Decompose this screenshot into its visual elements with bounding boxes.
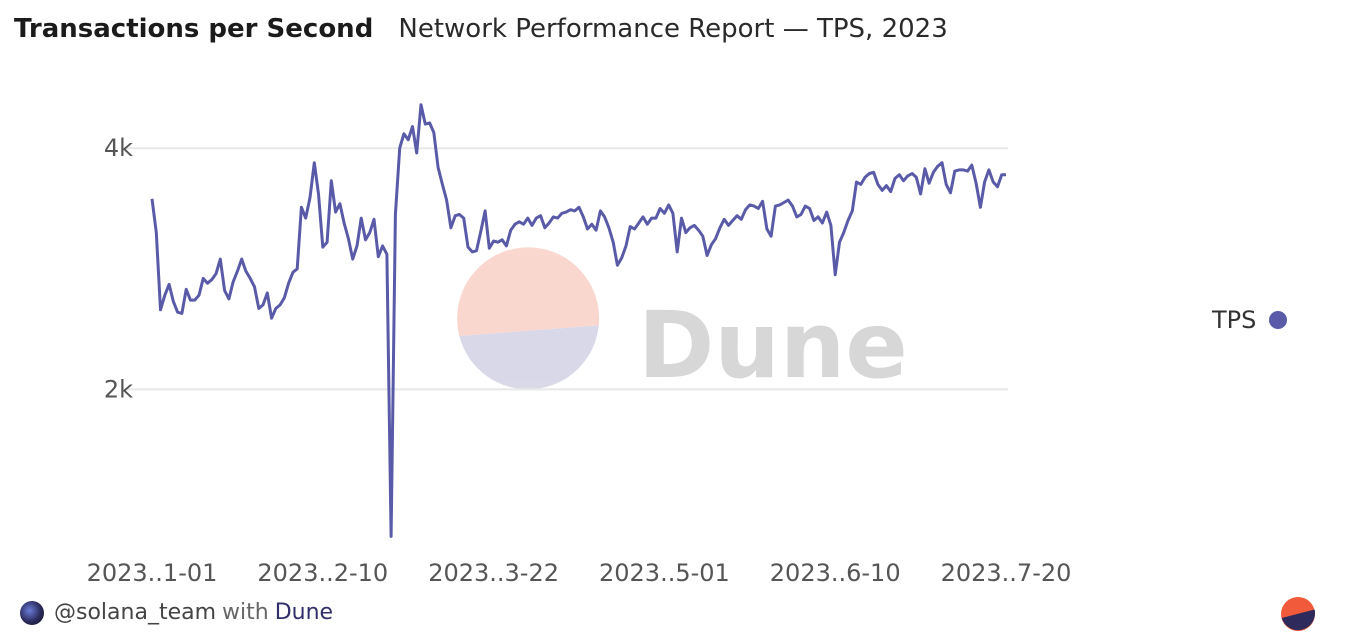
footer: @solana_team with Dune [20, 600, 333, 625]
x-tick-label: 2023..3-22 [428, 559, 559, 587]
footer-with-text: with [222, 600, 269, 625]
legend[interactable]: TPS [1212, 306, 1288, 334]
dune-watermark: Dune [457, 247, 908, 399]
chart-subtitle: Network Performance Report — TPS, 2023 [398, 14, 948, 44]
watermark-text: Dune [638, 292, 908, 399]
y-axis-ticks: 2k 4k [104, 134, 133, 403]
dune-logo-icon[interactable] [1280, 596, 1316, 632]
chart-title: Transactions per Second [14, 14, 374, 44]
avatar [20, 600, 44, 625]
legend-label-tps: TPS [1212, 306, 1257, 334]
y-tick-label: 4k [104, 134, 133, 162]
x-tick-label: 2023..6-10 [770, 559, 901, 587]
x-tick-label: 2023..2-10 [257, 559, 388, 587]
x-tick-label: 2023..5-01 [599, 559, 730, 587]
x-tick-label: 2023..1-01 [87, 559, 218, 587]
y-tick-label: 2k [104, 375, 133, 403]
grid-lines [122, 147, 1008, 391]
watermark-logo-bottom [459, 325, 599, 390]
legend-dot-tps [1269, 311, 1288, 329]
watermark-logo-top [457, 247, 600, 337]
series-line-tps [150, 103, 1006, 538]
x-tick-label: 2023..7-20 [941, 559, 1072, 587]
dune-link[interactable]: Dune [274, 600, 334, 625]
x-axis-ticks: 2023..1-01 2023..2-10 2023..3-22 2023..5-01… [87, 559, 1072, 587]
chart-header: Transactions per Second Network Performa… [14, 14, 948, 44]
author-handle[interactable]: @solana_team [54, 600, 217, 625]
